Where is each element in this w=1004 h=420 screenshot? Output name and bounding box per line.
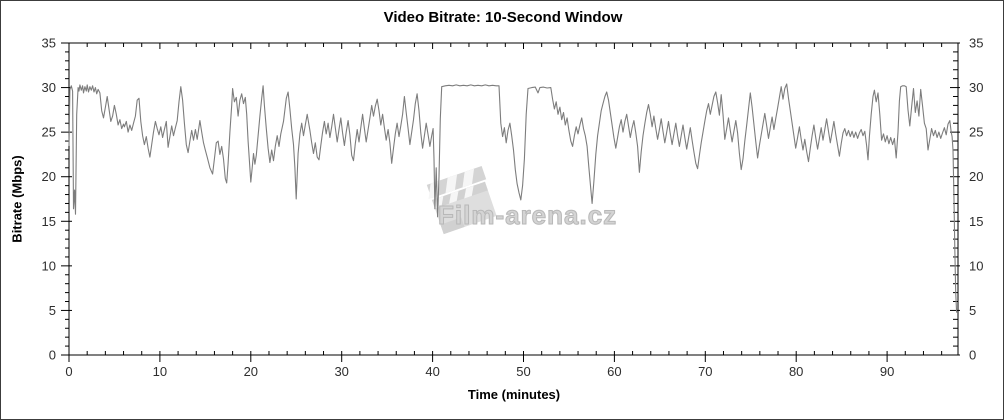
y-tick-label: 20 (42, 169, 56, 184)
y-tick-label-right: 10 (969, 258, 983, 273)
bitrate-line (68, 83, 958, 313)
clapperboard-icon (426, 166, 497, 235)
y-tick-label-right: 0 (969, 348, 976, 363)
x-tick-label: 80 (789, 364, 803, 379)
y-tick-label: 0 (49, 348, 56, 363)
y-tick-label-right: 20 (969, 169, 983, 184)
watermark: Film-arena.cz (404, 164, 634, 254)
y-tick-label: 35 (42, 36, 56, 51)
y-tick-label: 15 (42, 214, 56, 229)
x-tick-label: 0 (65, 364, 72, 379)
x-tick-label: 90 (880, 364, 894, 379)
chart-title: Video Bitrate: 10-Second Window (383, 9, 623, 26)
y-axis-label: Bitrate (Mbps) (9, 155, 25, 243)
x-axis-label: Time (minutes) (467, 387, 561, 402)
y-tick-label: 10 (42, 258, 56, 273)
x-tick-label: 40 (425, 364, 439, 379)
y-tick-label-right: 25 (969, 125, 983, 140)
watermark-text: Film-arena.cz (437, 200, 618, 231)
x-tick-label: 60 (607, 364, 621, 379)
x-tick-label: 70 (698, 364, 712, 379)
y-tick-label-right: 30 (969, 80, 983, 95)
y-tick-label-right: 35 (969, 36, 983, 51)
x-tick-label: 10 (153, 364, 167, 379)
x-tick-label: 30 (334, 364, 348, 379)
plot-box (68, 42, 959, 356)
y-tick-label: 25 (42, 125, 56, 140)
y-tick-label: 30 (42, 80, 56, 95)
y-tick-label-right: 15 (969, 214, 983, 229)
x-tick-label: 50 (516, 364, 530, 379)
x-tick-label: 20 (244, 364, 258, 379)
y-tick-label: 5 (49, 303, 56, 318)
y-tick-label-right: 5 (969, 303, 976, 318)
